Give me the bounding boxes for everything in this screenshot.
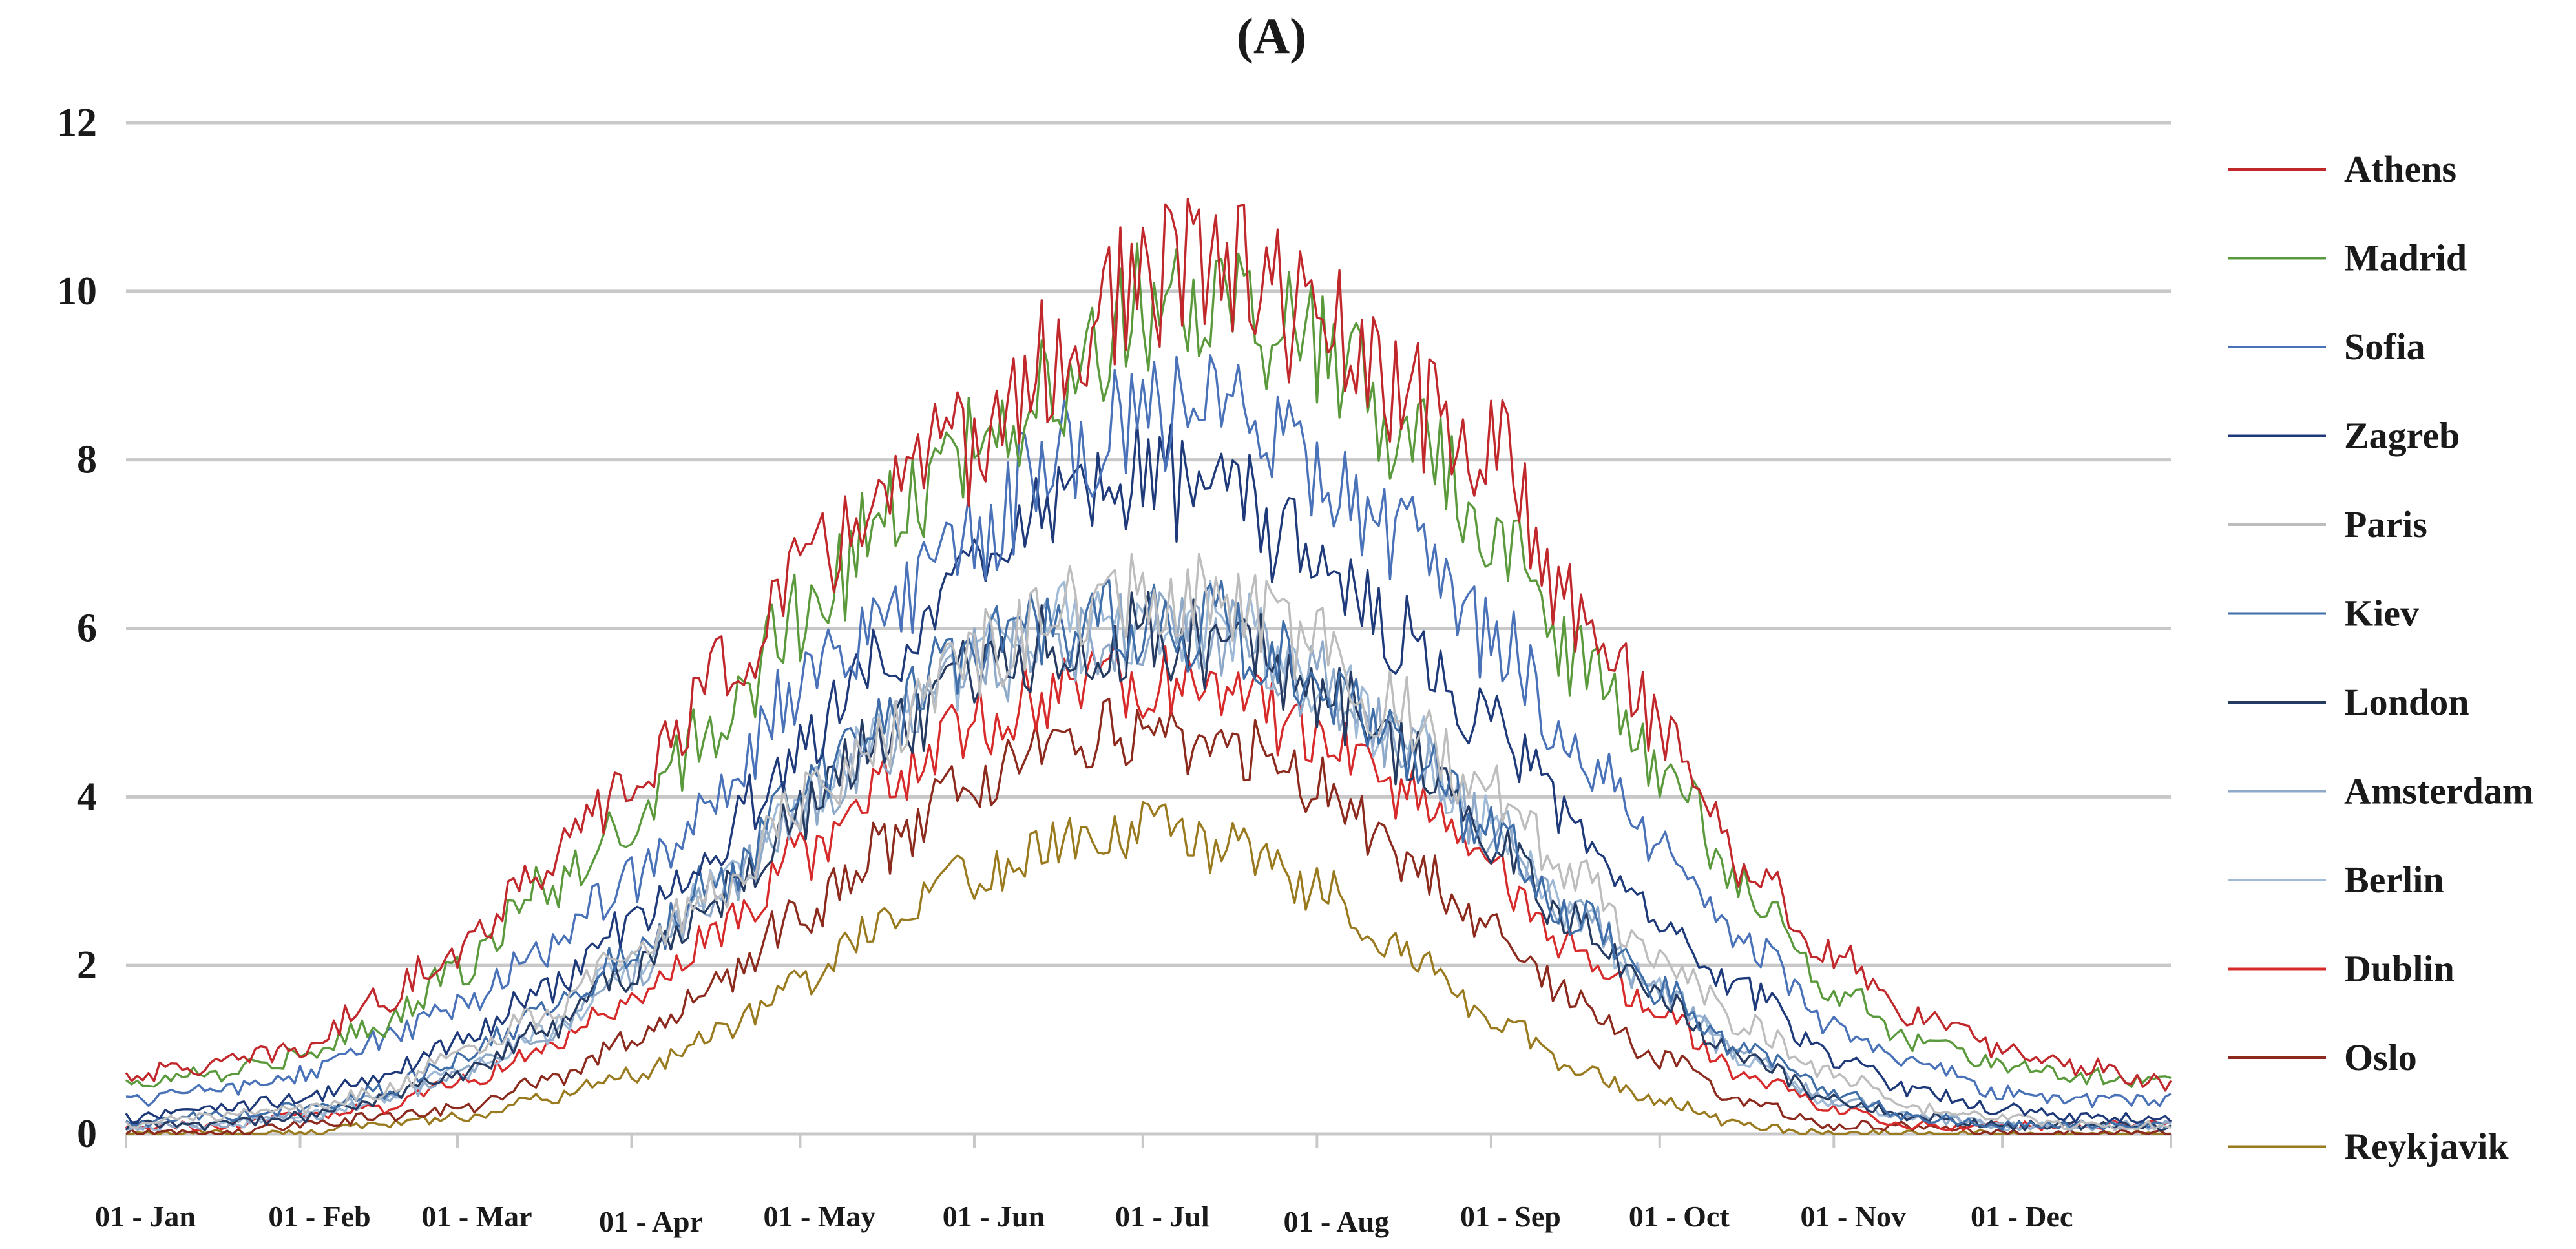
legend-label-dublin: Dublin (2344, 948, 2455, 990)
legend-label-paris: Paris (2344, 503, 2427, 545)
legend-label-zagreb: Zagreb (2344, 415, 2460, 457)
y-tick-label: 4 (77, 775, 97, 819)
gridlines (126, 121, 2171, 1136)
legend-label-berlin: Berlin (2344, 859, 2444, 901)
legend-label-reykjavik: Reykjavik (2344, 1126, 2509, 1168)
x-tick-label: 01 - Jul (1115, 1200, 1209, 1233)
series-line-dublin (125, 644, 2172, 1132)
chart-title: (A) (1237, 8, 1306, 64)
y-axis: 0 2 4 6 8 10 12 (57, 101, 97, 1156)
series-line-athens (125, 197, 2172, 1092)
legend-label-amsterdam: Amsterdam (2344, 770, 2533, 812)
x-tick-label: 01 - Dec (1971, 1200, 2073, 1233)
y-tick-label: 8 (77, 438, 97, 482)
series-line-paris (125, 552, 2172, 1131)
legend: Athens Madrid Sofia Zagreb Paris Kiev London Am… (2228, 148, 2533, 1168)
y-tick-label: 10 (57, 269, 97, 313)
x-tick-label: 01 - Jan (95, 1200, 196, 1233)
legend-label-kiev: Kiev (2344, 593, 2419, 635)
series-line-oslo (125, 697, 2172, 1135)
legend-label-london: London (2344, 681, 2469, 723)
x-tick-label: 01 - Jun (943, 1200, 1045, 1233)
series-line-reykjavik (126, 801, 2171, 1135)
legend-label-athens: Athens (2344, 148, 2456, 190)
x-tick-label: 01 - Mar (421, 1200, 532, 1233)
x-tick-label: 01 - May (764, 1200, 876, 1233)
x-axis: 01 - Jan 01 - Feb 01 - Mar 01 - Apr 01 - May… (95, 1134, 2172, 1238)
series-line-kiev (125, 578, 2172, 1131)
x-tick-label: 01 - Nov (1801, 1200, 1907, 1233)
x-tick-label: 01 - Feb (268, 1200, 370, 1233)
y-tick-label: 2 (77, 943, 97, 987)
x-tick-label: 01 - Aug (1284, 1205, 1390, 1238)
series-line-madrid (125, 242, 2172, 1088)
x-tick-label: 01 - Apr (599, 1205, 703, 1238)
y-tick-label: 0 (77, 1112, 97, 1156)
y-tick-label: 12 (57, 101, 97, 145)
series-line-london (125, 591, 2172, 1132)
series-line-sofia (125, 354, 2172, 1109)
series-lines (125, 197, 2172, 1135)
x-tick-label: 01 - Oct (1629, 1200, 1730, 1233)
legend-label-oslo: Oslo (2344, 1036, 2417, 1078)
y-tick-label: 6 (77, 607, 97, 651)
legend-label-madrid: Madrid (2344, 237, 2467, 279)
x-tick-label: 01 - Sep (1460, 1200, 1561, 1233)
series-line-zagreb (125, 420, 2172, 1124)
legend-label-sofia: Sofia (2344, 326, 2425, 368)
